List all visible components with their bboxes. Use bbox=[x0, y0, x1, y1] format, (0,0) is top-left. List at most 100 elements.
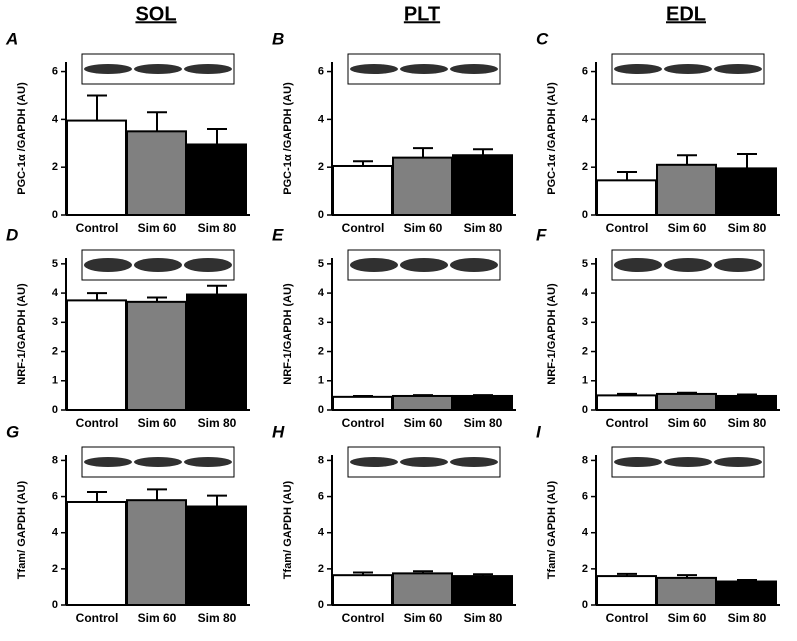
x-tick-label: Sim 60 bbox=[138, 221, 177, 235]
bar bbox=[716, 394, 777, 412]
y-tick-label: 0 bbox=[318, 209, 324, 221]
x-tick-label: Control bbox=[76, 416, 119, 430]
x-tick-label: Control bbox=[76, 611, 119, 625]
panel-label: A bbox=[5, 29, 18, 48]
y-tick-label: 5 bbox=[582, 258, 588, 270]
x-tick-label: Control bbox=[606, 221, 649, 235]
y-tick-label: 2 bbox=[52, 345, 58, 357]
panel-label: G bbox=[6, 422, 19, 441]
blot-band bbox=[614, 64, 662, 74]
y-axis-label: PGC-1α /GAPDH (AU) bbox=[282, 82, 294, 195]
y-tick-label: 5 bbox=[318, 258, 324, 270]
bar bbox=[66, 500, 127, 606]
x-tick-label: Sim 60 bbox=[138, 416, 177, 430]
blot-band bbox=[664, 457, 712, 467]
y-tick-label: 8 bbox=[582, 454, 588, 466]
y-tick-label: 4 bbox=[582, 113, 589, 125]
y-tick-label: 4 bbox=[52, 113, 59, 125]
blot-band bbox=[350, 258, 398, 272]
blot-band bbox=[134, 258, 182, 272]
blot-band bbox=[714, 258, 762, 272]
y-tick-label: 8 bbox=[52, 454, 58, 466]
blot-band bbox=[184, 457, 232, 467]
y-tick-label: 4 bbox=[52, 527, 59, 539]
y-tick-label: 6 bbox=[582, 65, 588, 77]
y-axis-label: PGC-1α /GAPDH (AU) bbox=[546, 82, 558, 195]
y-tick-label: 2 bbox=[582, 563, 588, 575]
bar bbox=[392, 394, 453, 412]
blot-band bbox=[84, 457, 132, 467]
y-tick-label: 0 bbox=[318, 599, 324, 611]
panel-label: B bbox=[272, 29, 284, 48]
y-axis-label: NRF-1/GAPDH (AU) bbox=[546, 283, 558, 385]
y-tick-label: 0 bbox=[52, 404, 58, 416]
panel-label: D bbox=[6, 225, 18, 244]
bar bbox=[392, 156, 453, 216]
x-tick-label: Sim 80 bbox=[728, 221, 767, 235]
bar bbox=[392, 572, 453, 606]
bar bbox=[716, 167, 777, 216]
y-axis-label: PGC-1α /GAPDH (AU) bbox=[16, 82, 28, 195]
blot-band bbox=[184, 64, 232, 74]
panel-label: C bbox=[536, 29, 549, 48]
y-tick-label: 2 bbox=[52, 161, 58, 173]
bar bbox=[126, 130, 187, 216]
bar bbox=[186, 143, 247, 216]
column-header: SOL bbox=[135, 3, 176, 25]
y-tick-label: 1 bbox=[582, 375, 588, 387]
bar bbox=[596, 394, 657, 411]
bar bbox=[332, 164, 393, 216]
blot-band bbox=[450, 258, 498, 272]
bar bbox=[656, 392, 717, 411]
y-tick-label: 4 bbox=[582, 287, 589, 299]
y-tick-label: 6 bbox=[52, 65, 58, 77]
blot-band bbox=[614, 258, 662, 272]
x-tick-label: Sim 80 bbox=[198, 221, 237, 235]
x-tick-label: Sim 80 bbox=[464, 611, 503, 625]
y-axis-label: Tfam/ GAPDH (AU) bbox=[546, 480, 558, 579]
y-tick-label: 0 bbox=[582, 404, 588, 416]
y-tick-label: 0 bbox=[318, 404, 324, 416]
x-tick-label: Sim 60 bbox=[668, 416, 707, 430]
x-tick-label: Control bbox=[606, 611, 649, 625]
panel-label: H bbox=[272, 422, 285, 441]
y-tick-label: 2 bbox=[318, 161, 324, 173]
bar bbox=[596, 179, 657, 216]
column-header: PLT bbox=[404, 3, 440, 25]
blot-band bbox=[184, 258, 232, 272]
bar bbox=[126, 300, 187, 412]
blot-band bbox=[84, 258, 132, 272]
x-tick-label: Sim 80 bbox=[728, 611, 767, 625]
y-tick-label: 0 bbox=[582, 599, 588, 611]
x-tick-label: Sim 80 bbox=[464, 221, 503, 235]
blot-band bbox=[350, 457, 398, 467]
blot-band bbox=[400, 258, 448, 272]
bar bbox=[186, 293, 247, 411]
blot-band bbox=[400, 64, 448, 74]
blot-band bbox=[714, 64, 762, 74]
bar bbox=[332, 395, 393, 412]
x-tick-label: Control bbox=[342, 611, 385, 625]
y-axis-label: Tfam/ GAPDH (AU) bbox=[16, 480, 28, 579]
blot-band bbox=[400, 457, 448, 467]
y-axis-label: NRF-1/GAPDH (AU) bbox=[16, 283, 28, 385]
x-tick-label: Sim 60 bbox=[668, 611, 707, 625]
y-tick-label: 1 bbox=[318, 375, 324, 387]
blot-band bbox=[84, 64, 132, 74]
x-tick-label: Sim 60 bbox=[138, 611, 177, 625]
y-axis-label: Tfam/ GAPDH (AU) bbox=[282, 480, 294, 579]
bar bbox=[716, 580, 777, 607]
y-tick-label: 4 bbox=[318, 527, 325, 539]
blot-band bbox=[450, 457, 498, 467]
x-tick-label: Sim 80 bbox=[198, 416, 237, 430]
x-tick-label: Sim 60 bbox=[404, 416, 443, 430]
y-axis-label: NRF-1/GAPDH (AU) bbox=[282, 283, 294, 385]
x-tick-label: Control bbox=[342, 416, 385, 430]
panel-label: E bbox=[272, 225, 284, 244]
bar bbox=[596, 575, 657, 607]
x-tick-label: Sim 80 bbox=[464, 416, 503, 430]
y-tick-label: 3 bbox=[318, 316, 324, 328]
blot-band bbox=[134, 457, 182, 467]
panel-label: I bbox=[536, 422, 542, 441]
